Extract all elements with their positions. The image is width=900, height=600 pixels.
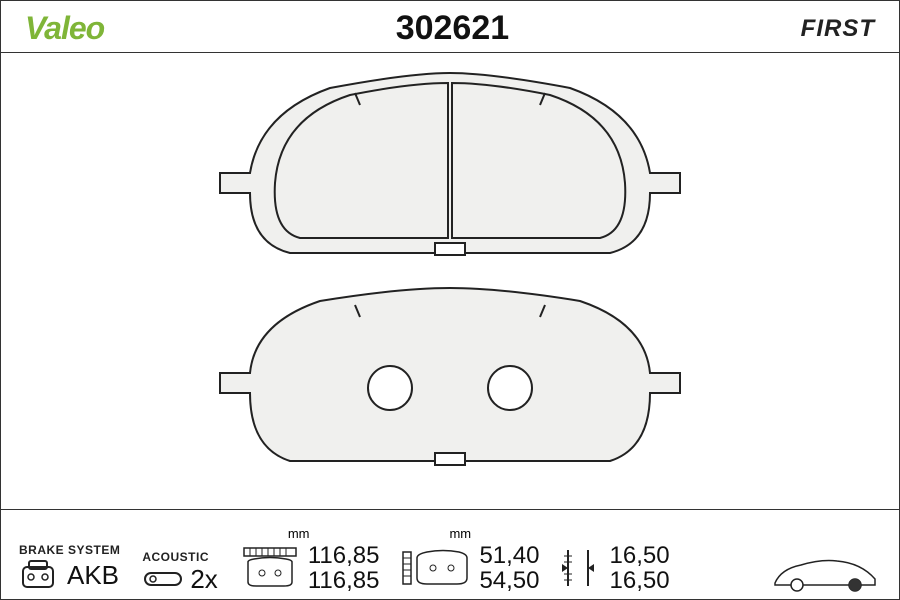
width-top: 116,85 [308,543,380,568]
valeo-logo: Valeo [25,10,104,47]
thickness-bottom: 16,50 [610,568,670,593]
caliper-icon [19,559,61,593]
pad-drawing-svg [130,53,770,493]
brake-system-label: BRAKE SYSTEM [19,543,120,557]
brake-system-value: AKB [67,562,119,589]
thickness-col: 16,50 16,50 [562,526,670,593]
header: Valeo 302621 FIRST [1,1,899,53]
height-top: 51,40 [479,543,539,568]
height-bottom: 54,50 [479,568,539,593]
height-icon [401,546,471,590]
height-col: mm 51,40 54,50 [401,526,539,593]
front-pad-bottom [220,288,680,465]
acoustic-icon [142,568,184,590]
front-pad-top [220,73,680,255]
width-unit: mm [288,526,310,541]
brake-system-col: BRAKE SYSTEM AKB [19,543,120,593]
height-unit: mm [449,526,471,541]
acoustic-col: ACOUSTIC 2x [142,550,217,593]
acoustic-value: 2x [190,566,217,593]
spec-footer: BRAKE SYSTEM AKB ACOUSTIC 2x mm [1,509,899,599]
width-col: mm 116,85 116,85 [240,526,380,593]
car-silhouette-icon [771,549,881,593]
thickness-icon [562,546,602,590]
first-brand: FIRST [801,15,875,43]
thickness-top: 16,50 [610,543,670,568]
brake-pad-diagram [1,53,899,503]
part-number: 302621 [104,9,800,48]
acoustic-label: ACOUSTIC [142,550,209,564]
width-icon [240,546,300,590]
width-bottom: 116,85 [308,568,380,593]
